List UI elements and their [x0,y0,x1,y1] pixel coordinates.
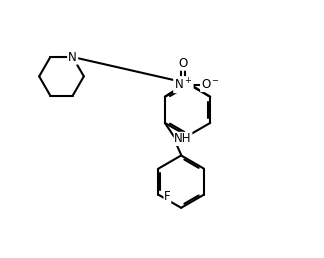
Text: O: O [179,57,188,70]
Text: F: F [164,190,171,203]
Text: NH: NH [174,132,192,146]
Text: O$^-$: O$^-$ [201,78,220,91]
Text: N: N [68,51,77,63]
Text: N$^+$: N$^+$ [174,77,193,92]
